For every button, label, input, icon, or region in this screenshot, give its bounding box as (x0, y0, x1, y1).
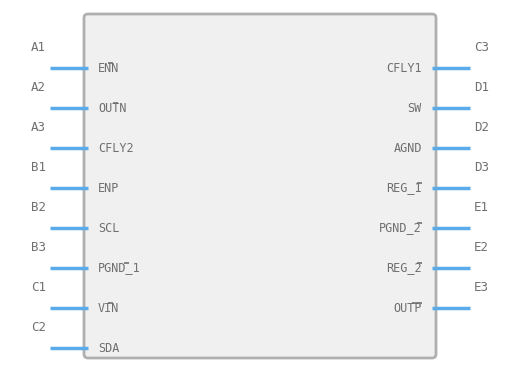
Text: E1: E1 (474, 201, 489, 214)
Text: D2: D2 (474, 121, 489, 134)
Text: PGND_2: PGND_2 (379, 221, 422, 234)
Text: B2: B2 (31, 201, 46, 214)
Text: OUTP: OUTP (393, 301, 422, 314)
FancyBboxPatch shape (84, 14, 436, 358)
Text: PGND_1: PGND_1 (98, 262, 141, 275)
Text: REG_1: REG_1 (386, 182, 422, 195)
Text: C2: C2 (31, 321, 46, 334)
Text: CFLY2: CFLY2 (98, 141, 134, 154)
Text: REG_2: REG_2 (386, 262, 422, 275)
Text: C3: C3 (474, 41, 489, 54)
Text: A2: A2 (31, 81, 46, 94)
Text: SDA: SDA (98, 341, 119, 355)
Text: SCL: SCL (98, 221, 119, 234)
Text: E3: E3 (474, 281, 489, 294)
Text: A3: A3 (31, 121, 46, 134)
Text: C1: C1 (31, 281, 46, 294)
Text: B3: B3 (31, 241, 46, 254)
Text: D3: D3 (474, 161, 489, 174)
Text: SW: SW (408, 102, 422, 115)
Text: VIN: VIN (98, 301, 119, 314)
Text: B1: B1 (31, 161, 46, 174)
Text: CFLY1: CFLY1 (386, 61, 422, 74)
Text: AGND: AGND (393, 141, 422, 154)
Text: A1: A1 (31, 41, 46, 54)
Text: ENN: ENN (98, 61, 119, 74)
Text: OUTN: OUTN (98, 102, 127, 115)
Text: D1: D1 (474, 81, 489, 94)
Text: ENP: ENP (98, 182, 119, 195)
Text: E2: E2 (474, 241, 489, 254)
